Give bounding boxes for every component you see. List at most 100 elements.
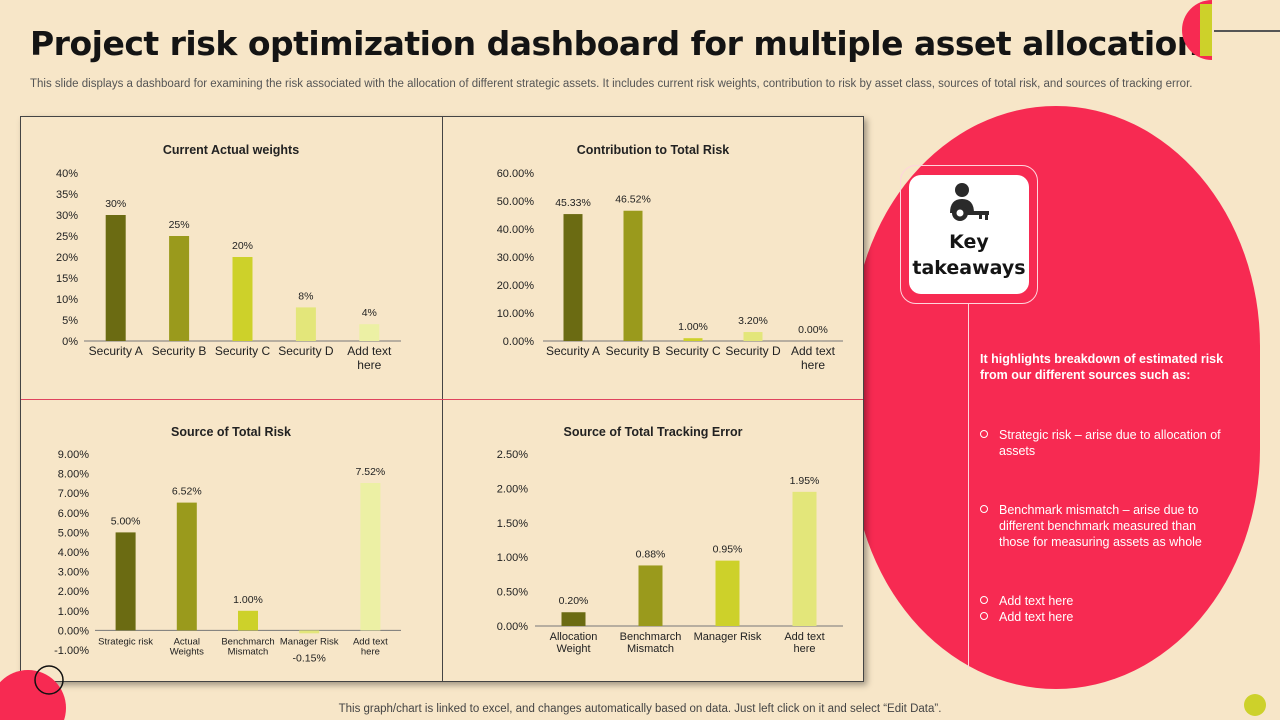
data-label: 4% <box>362 307 377 319</box>
data-label: 45.33% <box>555 197 591 209</box>
y-tick-label: 7.00% <box>58 488 89 500</box>
category-label: Weights <box>170 646 204 657</box>
y-tick-label: 35% <box>56 189 78 201</box>
data-label: 1.95% <box>790 475 820 487</box>
takeaway-item: Strategic risk – arise due to allocation… <box>980 427 1230 459</box>
data-label: 3.20% <box>738 315 768 327</box>
y-tick-label: 40.00% <box>497 224 535 236</box>
bar <box>295 307 316 341</box>
person-key-icon <box>950 183 989 221</box>
category-label: Add text <box>784 631 824 643</box>
y-tick-label: 50.00% <box>497 196 535 208</box>
y-tick-label: 15% <box>56 273 78 285</box>
category-label: here <box>793 643 815 655</box>
y-tick-label: 0.00% <box>503 336 534 348</box>
data-label: 0.95% <box>713 544 743 556</box>
category-label: here <box>361 646 380 657</box>
y-tick-label: 9.00% <box>58 449 89 461</box>
data-label: 25% <box>169 219 190 231</box>
y-tick-label: 2.50% <box>497 449 528 461</box>
category-label: Actual <box>174 636 200 647</box>
bullet-circle-icon <box>980 430 988 438</box>
key-takeaways-frame <box>900 165 1038 304</box>
current-actual-weights-svg: Current Actual weights 0% 5% 10% 15% 20% 25% 30… <box>56 143 401 372</box>
data-label: 46.52% <box>615 194 651 206</box>
bar <box>715 560 740 626</box>
contribution-total-risk-svg: Contribution to Total Risk 0.00% 10.00% 20.… <box>497 143 843 372</box>
bullet-circle-icon <box>980 596 988 604</box>
y-tick-label: 3.00% <box>58 567 89 579</box>
y-tick-label: 1.50% <box>497 518 528 530</box>
key-takeaways-line1: Key <box>949 231 989 253</box>
category-label: Add text <box>353 636 388 647</box>
category-label: Benchmarch <box>221 636 274 647</box>
bar <box>623 210 643 341</box>
y-tick-label: 10% <box>56 294 78 306</box>
chart-title: Source of Total Risk <box>171 425 291 439</box>
takeaway-text: Add text here <box>999 610 1074 624</box>
chart-title: Current Actual weights <box>163 143 299 157</box>
takeaway-item: Add text here <box>980 609 1230 625</box>
decorative-half-circle-top <box>1182 0 1280 60</box>
y-tick-label: 60.00% <box>497 168 535 180</box>
data-label: 6.52% <box>172 486 202 498</box>
decorative-circle-bottom-left <box>0 665 66 720</box>
y-tick-label: 6.00% <box>58 508 89 520</box>
key-takeaways-line2: takeaways <box>912 257 1026 279</box>
bar <box>683 338 703 341</box>
category-label: Add text <box>791 344 836 358</box>
y-tick-label: 5% <box>62 315 78 327</box>
takeaways-connector-line <box>968 304 969 668</box>
y-tick-label: 30% <box>56 210 78 222</box>
y-tick-label: 1.00% <box>58 606 89 618</box>
category-label: Manager Risk <box>694 631 762 643</box>
page-title: Project risk optimization dashboard for … <box>30 24 1200 63</box>
bar <box>360 483 381 631</box>
y-tick-label: 2.00% <box>497 483 528 495</box>
bar <box>792 491 817 626</box>
footer-note: This graph/chart is linked to excel, and… <box>338 703 942 715</box>
y-tick-label: 30.00% <box>497 252 535 264</box>
data-label: 8% <box>298 290 313 302</box>
y-tick-label: 20.00% <box>497 280 535 292</box>
category-label: Security C <box>215 344 271 358</box>
category-label: Security B <box>152 344 207 358</box>
bullet-circle-icon <box>980 505 988 513</box>
y-tick-label: 25% <box>56 231 78 243</box>
category-label: here <box>801 358 825 372</box>
data-label: 1.00% <box>678 321 708 333</box>
data-label: 7.52% <box>356 466 386 478</box>
bullet-circle-icon <box>980 612 988 620</box>
category-label: Mismatch <box>627 643 674 655</box>
chart-title: Source of Total Tracking Error <box>564 425 743 439</box>
category-label: Allocation <box>550 631 598 643</box>
category-label: Security A <box>89 344 143 358</box>
bar <box>299 630 320 634</box>
data-label: 0.88% <box>636 548 666 560</box>
data-label: 0.20% <box>559 595 589 607</box>
bar <box>176 502 197 631</box>
takeaway-text: Add text here <box>999 594 1074 608</box>
data-label: -0.15% <box>293 652 326 664</box>
decorative-dot-bottom-right <box>1244 694 1266 716</box>
data-label: 20% <box>232 240 253 252</box>
y-tick-label: -1.00% <box>54 645 89 657</box>
y-tick-label: 0% <box>62 336 78 348</box>
source-total-risk-svg: Source of Total Risk -1.00% 0.00% 1.00% 2.00… <box>54 425 401 664</box>
bar <box>105 215 126 341</box>
bar <box>638 565 663 626</box>
y-tick-label: 20% <box>56 252 78 264</box>
y-tick-label: 10.00% <box>497 308 535 320</box>
source-tracking-error-chart: Source of Total Tracking Error 0.00% 0.50%… <box>443 400 863 681</box>
data-label: 1.00% <box>233 594 263 606</box>
bar <box>238 610 258 631</box>
bar <box>563 214 583 341</box>
y-tick-label: 40% <box>56 168 78 180</box>
takeaway-text: Strategic risk – arise due to allocation… <box>999 428 1221 458</box>
takeaway-text: Benchmark mismatch – arise due to differ… <box>999 503 1202 549</box>
contribution-total-risk-chart: Contribution to Total Risk 0.00% 10.00% 20.… <box>443 117 863 398</box>
y-tick-label: 1.00% <box>497 552 528 564</box>
y-tick-label: 2.00% <box>58 586 89 598</box>
category-label: Security D <box>278 344 334 358</box>
category-label: Mismatch <box>228 646 269 657</box>
